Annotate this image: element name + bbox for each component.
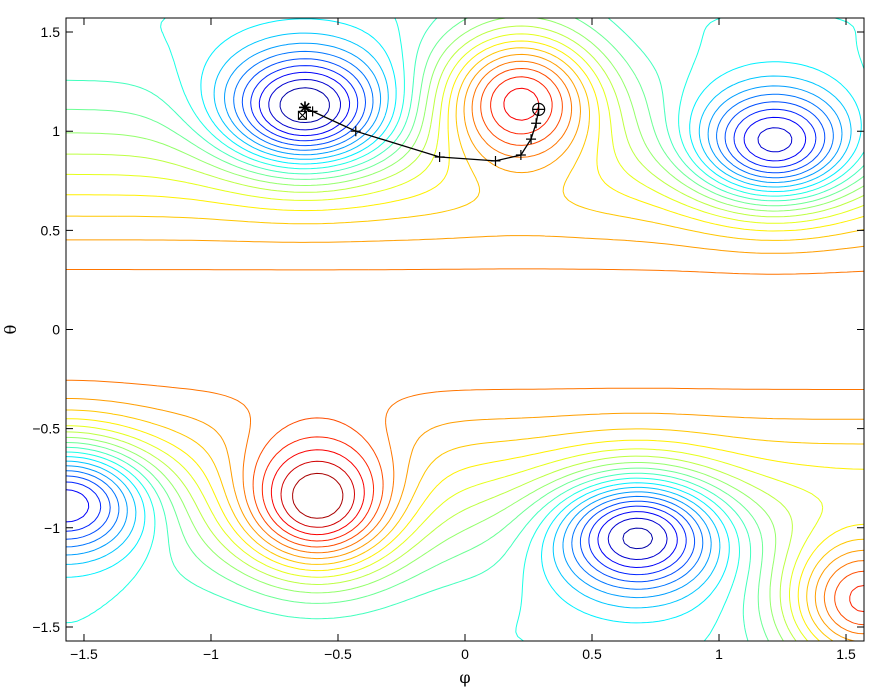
contour-level-14: [65, 25, 865, 642]
y-tick-label-5: 1: [52, 123, 60, 139]
contour-level-9: [65, 18, 862, 624]
contour-level-1: [279, 87, 654, 550]
contour-level-17: [66, 47, 865, 642]
x-tick-label-2: −0.5: [324, 646, 352, 662]
contour-level-8: [65, 32, 852, 609]
contour-level-4: [65, 65, 817, 576]
start-marker-cross: [532, 103, 545, 116]
contour-level-12: [65, 17, 865, 642]
contour-level-19: [66, 60, 865, 635]
contour-level-6: [65, 50, 834, 590]
axis-ticks: −1.5 −1 −0.5 0 0.5 1 1.5 −1.5 −1 −0.5 0 0.5 1 1.5: [32, 18, 864, 662]
contour-level-16: [66, 40, 865, 642]
contour-level-22: [270, 87, 540, 536]
contour-level-18: [66, 53, 865, 642]
contour-level-15: [65, 33, 865, 642]
contour-level-13: [65, 17, 865, 642]
path-point-4: [490, 155, 501, 166]
y-tick-label-0: −1.5: [32, 619, 60, 635]
path-point-2: [526, 134, 537, 145]
x-tick-label-3: 0: [461, 646, 469, 662]
path-point-6: [350, 126, 361, 137]
y-tick-label-1: −1: [44, 520, 60, 536]
optimization-path: [297, 101, 546, 166]
contour-level-20: [252, 68, 865, 626]
y-tick-label-2: −0.5: [32, 421, 60, 437]
contour-lines: [65, 17, 865, 642]
contour-level-10: [65, 17, 865, 642]
contour-level-3: [65, 71, 807, 568]
contour-level-23: [280, 460, 355, 528]
end-marker: [299, 101, 311, 114]
contour-level-24: [292, 472, 344, 519]
x-tick-label-4: 0.5: [582, 646, 602, 662]
contour-level-21: [261, 76, 865, 613]
x-axis-label: φ: [459, 668, 470, 687]
path-point-1: [531, 118, 542, 129]
path-point-3: [515, 149, 526, 160]
x-tick-label-1: −1: [203, 646, 219, 662]
y-tick-label-6: 1.5: [41, 24, 61, 40]
y-tick-label-4: 0.5: [41, 222, 61, 238]
x-tick-label-5: 1: [715, 646, 723, 662]
x-tick-label-0: −1.5: [70, 646, 98, 662]
x-tick-label-6: 1.5: [836, 646, 856, 662]
contour-level-2: [268, 79, 793, 560]
contour-level-5: [65, 58, 826, 583]
contour-level-7: [65, 42, 843, 599]
y-tick-label-3: 0: [52, 322, 60, 338]
contour-level-11: [65, 17, 865, 642]
y-axis-label: θ: [1, 325, 20, 335]
path-point-5: [434, 151, 445, 162]
